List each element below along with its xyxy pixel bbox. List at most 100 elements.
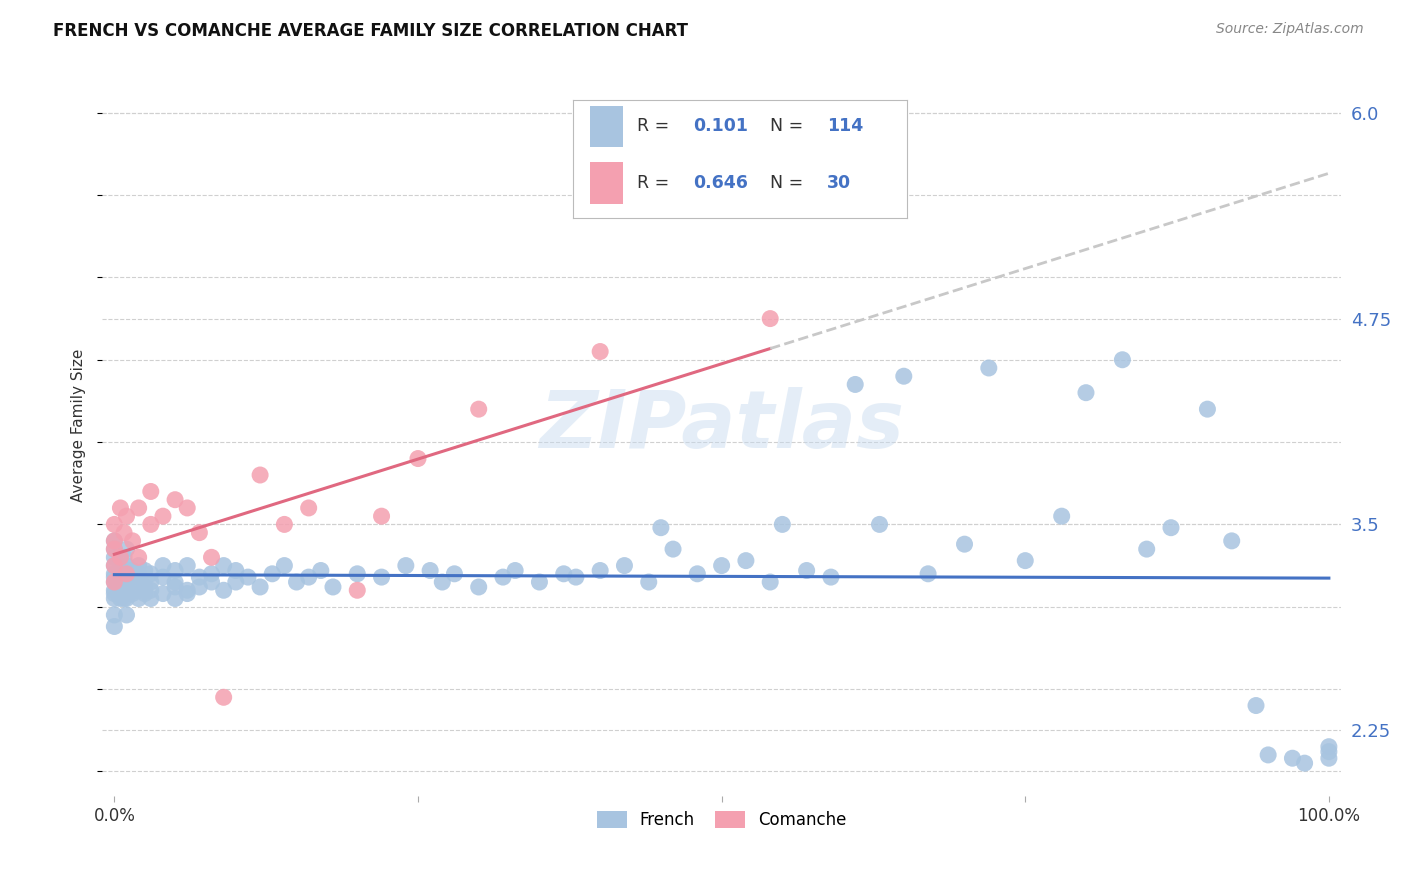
Point	[128, 566, 150, 581]
Point	[650, 521, 672, 535]
Point	[1220, 533, 1243, 548]
Point	[406, 451, 429, 466]
Point	[467, 580, 489, 594]
Point	[188, 570, 211, 584]
Point	[152, 586, 174, 600]
Point	[165, 575, 187, 590]
Point	[121, 564, 143, 578]
Point	[110, 591, 132, 606]
Point	[1111, 352, 1133, 367]
Point	[115, 591, 138, 606]
Point	[1317, 739, 1340, 754]
Point	[103, 591, 125, 606]
Point	[844, 377, 866, 392]
Point	[112, 591, 135, 606]
Point	[134, 564, 156, 578]
Point	[139, 575, 162, 590]
Point	[103, 558, 125, 573]
Point	[443, 566, 465, 581]
Point	[103, 619, 125, 633]
Point	[103, 607, 125, 622]
Point	[139, 484, 162, 499]
Point	[273, 517, 295, 532]
Point	[820, 570, 842, 584]
Point	[503, 564, 526, 578]
Point	[165, 591, 187, 606]
Legend: French, Comanche: French, Comanche	[591, 805, 853, 836]
Y-axis label: Average Family Size: Average Family Size	[72, 349, 86, 502]
Point	[112, 550, 135, 565]
Point	[1050, 509, 1073, 524]
Point	[249, 580, 271, 594]
Point	[121, 586, 143, 600]
Point	[115, 566, 138, 581]
Point	[273, 558, 295, 573]
Point	[1160, 521, 1182, 535]
Point	[112, 566, 135, 581]
Point	[112, 525, 135, 540]
Point	[553, 566, 575, 581]
Point	[370, 570, 392, 584]
Point	[103, 575, 125, 590]
Point	[134, 580, 156, 594]
Point	[1317, 745, 1340, 759]
Point	[1294, 756, 1316, 771]
Point	[115, 583, 138, 598]
Point	[529, 575, 551, 590]
Point	[589, 564, 612, 578]
Point	[977, 361, 1000, 376]
Point	[139, 591, 162, 606]
Point	[103, 542, 125, 557]
Point	[613, 558, 636, 573]
Point	[200, 550, 222, 565]
Point	[139, 517, 162, 532]
Point	[176, 586, 198, 600]
Point	[637, 575, 659, 590]
Point	[322, 580, 344, 594]
Point	[662, 542, 685, 557]
Point	[225, 564, 247, 578]
Point	[176, 500, 198, 515]
Point	[953, 537, 976, 551]
Point	[165, 580, 187, 594]
Point	[796, 564, 818, 578]
Point	[134, 586, 156, 600]
Point	[112, 583, 135, 598]
Point	[121, 533, 143, 548]
Point	[225, 575, 247, 590]
Point	[212, 690, 235, 705]
Point	[176, 558, 198, 573]
Point	[103, 542, 125, 557]
Point	[346, 583, 368, 598]
Point	[115, 558, 138, 573]
Point	[103, 550, 125, 565]
Point	[103, 570, 125, 584]
Point	[110, 580, 132, 594]
Point	[395, 558, 418, 573]
Point	[759, 311, 782, 326]
Point	[262, 566, 284, 581]
Point	[115, 542, 138, 557]
Point	[309, 564, 332, 578]
Point	[212, 583, 235, 598]
Point	[115, 575, 138, 590]
Point	[370, 509, 392, 524]
Point	[152, 558, 174, 573]
Point	[115, 607, 138, 622]
Point	[419, 564, 441, 578]
Point	[128, 591, 150, 606]
Text: ZIPatlas: ZIPatlas	[538, 386, 904, 465]
Point	[103, 566, 125, 581]
Point	[298, 570, 321, 584]
Point	[249, 468, 271, 483]
Point	[236, 570, 259, 584]
Point	[565, 570, 588, 584]
Point	[103, 558, 125, 573]
Point	[139, 583, 162, 598]
Point	[770, 517, 793, 532]
Point	[1281, 751, 1303, 765]
Point	[735, 554, 758, 568]
Point	[115, 509, 138, 524]
Point	[152, 570, 174, 584]
Point	[298, 500, 321, 515]
